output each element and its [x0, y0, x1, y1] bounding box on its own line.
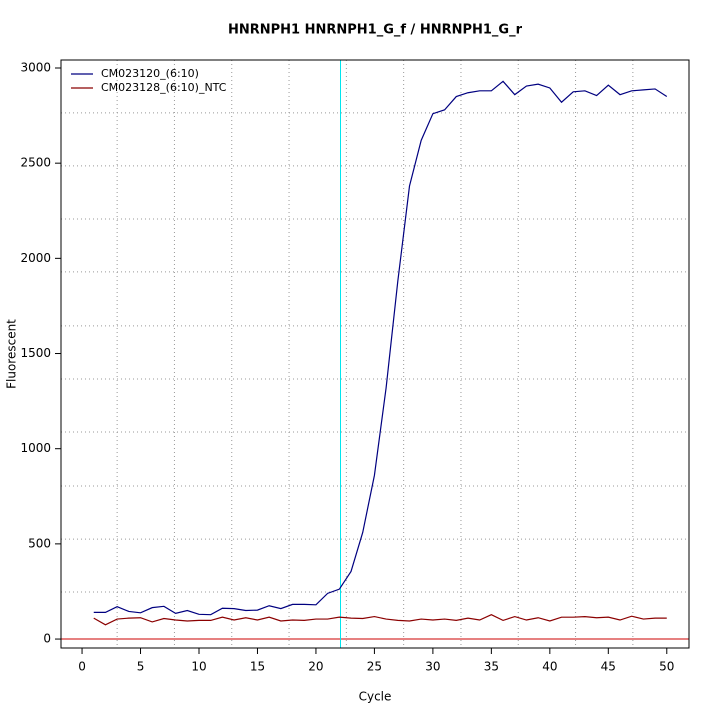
- plot-frame: [60, 59, 690, 649]
- y-axis-label: Fluorescent: [5, 319, 19, 389]
- x-tick-label: 25: [367, 660, 382, 674]
- y-tick-label: 2000: [20, 251, 51, 265]
- x-tick-label: 0: [78, 660, 86, 674]
- x-tick-label: 10: [191, 660, 206, 674]
- x-tick-label: 15: [250, 660, 265, 674]
- series-line: [93, 614, 667, 626]
- x-tick-label: 50: [659, 660, 674, 674]
- y-tick-label: 500: [28, 536, 51, 550]
- chart-title: HNRNPH1 HNRNPH1_G_f / HNRNPH1_G_r: [228, 23, 523, 38]
- x-axis-label: Cycle: [359, 690, 392, 704]
- y-tick-label: 3000: [20, 60, 51, 74]
- x-tick-label: 5: [137, 660, 145, 674]
- x-tick-label: 40: [542, 660, 557, 674]
- x-tick-label: 20: [308, 660, 323, 674]
- legend-label: CM023128_(6:10)_NTC: [101, 81, 227, 94]
- y-tick-label: 0: [43, 632, 51, 646]
- series-line: [93, 80, 668, 616]
- x-tick-label: 30: [425, 660, 440, 674]
- x-tick-label: 35: [484, 660, 499, 674]
- y-tick-label: 2500: [20, 156, 51, 170]
- y-tick-label: 1000: [20, 441, 51, 455]
- x-tick-label: 45: [601, 660, 616, 674]
- y-tick-label: 1500: [20, 346, 51, 360]
- legend-label: CM023120_(6:10): [101, 67, 199, 80]
